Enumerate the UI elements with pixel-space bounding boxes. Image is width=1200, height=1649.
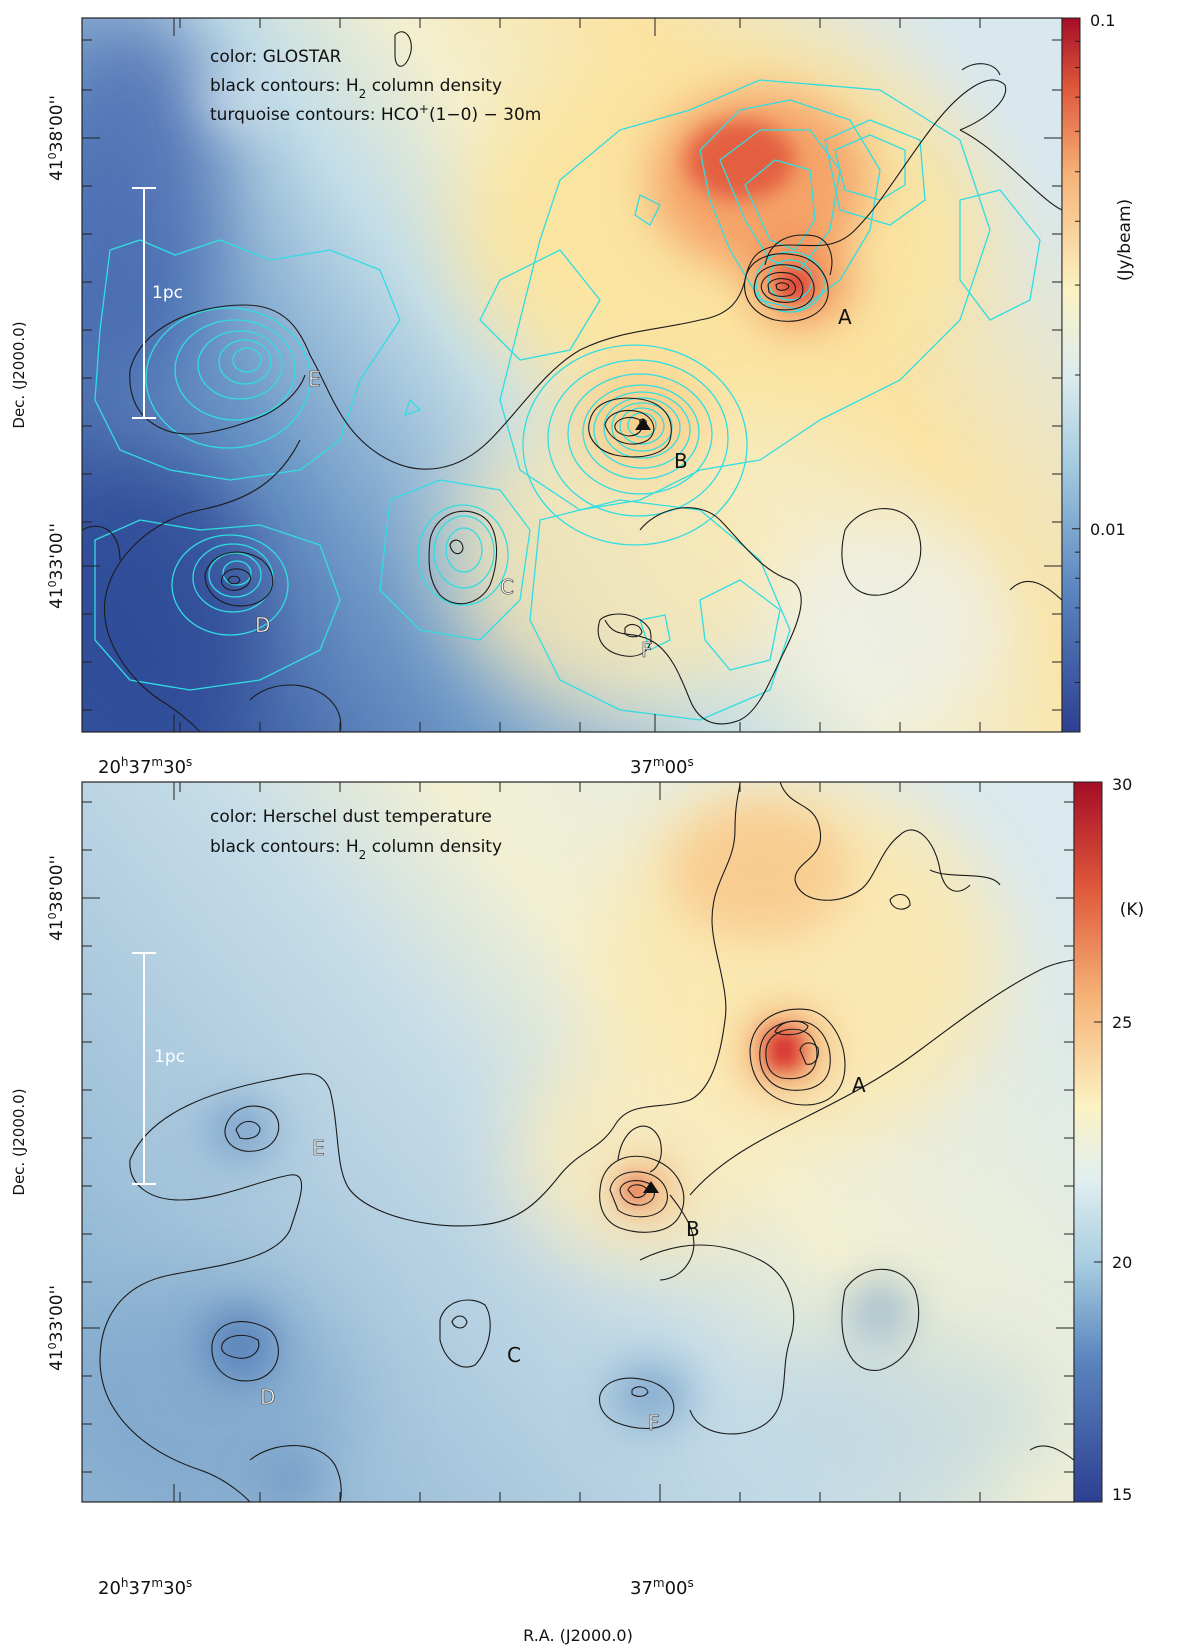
colorbar-tick-label: 15: [1112, 1485, 1132, 1504]
bottom-colorbar: [1073, 781, 1103, 1503]
top-scale-bar: [132, 187, 156, 419]
top-ylabel: Dec. (J2000.0): [10, 321, 28, 428]
top-colorbar-ticks: 0.1 0.01: [1072, 11, 1126, 684]
top-scale-bar-label: 1pc: [152, 283, 183, 303]
source-label-d: D: [260, 1385, 275, 1409]
xtick-label: 20h37m30s: [98, 1576, 192, 1599]
xtick-label: 37m00s: [630, 1576, 694, 1599]
ytick-label: 41033'00'': [46, 1285, 68, 1371]
h2-contours-top: [82, 31, 1062, 732]
ytick-label: 41038'00'': [46, 95, 68, 181]
bottom-xtick-labels: 20h37m30s 37m00s: [98, 1576, 694, 1599]
colorbar-tick-label: 0.01: [1090, 520, 1126, 539]
top-legend: color: GLOSTAR black contours: H2 column …: [210, 47, 541, 125]
bottom-legend: color: Herschel dust temperature black co…: [210, 807, 502, 862]
source-label-c: C: [500, 575, 514, 599]
ytick-label: 41033'00'': [46, 523, 68, 609]
bottom-scale-bar-label: 1pc: [154, 1047, 185, 1067]
source-label-e: E: [312, 1136, 325, 1160]
bottom-ylabel: Dec. (J2000.0): [10, 1088, 28, 1195]
bottom-heatmap: [82, 782, 1074, 1502]
source-label-b: B: [674, 449, 688, 473]
top-xtick-labels: 20h37m30s 37m00s: [98, 755, 694, 778]
bottom-colorbar-label: (K): [1120, 900, 1144, 920]
colorbar-tick-label: 0.1: [1090, 11, 1115, 30]
xtick-label: 37m00s: [630, 755, 694, 778]
source-label-e: E: [308, 367, 321, 391]
top-colorbar-label: (Jy/beam): [1115, 199, 1135, 281]
top-axis-ticks: [82, 18, 1062, 732]
xtick-label: 20h37m30s: [98, 755, 192, 778]
bottom-colorbar-ticks: 30 25 20 15: [1094, 775, 1132, 1504]
bottom-axis-ticks: [82, 782, 1074, 1502]
bottom-xlabel: R.A. (J2000.0): [523, 1626, 633, 1645]
colorbar-tick-label: 20: [1112, 1253, 1132, 1272]
hco-contours: [94, 79, 1041, 721]
marker-triangle-top: [635, 418, 651, 430]
marker-triangle-bottom: [643, 1181, 659, 1193]
source-label-d: D: [255, 613, 270, 637]
source-label-c: C: [507, 1343, 521, 1367]
colorbar-tick-label: 30: [1112, 775, 1132, 794]
legend-line: color: GLOSTAR: [210, 47, 342, 67]
colorbar-tick-label: 25: [1112, 1013, 1132, 1032]
bottom-ytick-labels: 41038'00'' 41033'00'': [46, 855, 68, 1371]
legend-line: turquoise contours: HCO+(1−0) − 30m: [210, 102, 541, 125]
source-label-f: F: [648, 1411, 660, 1435]
bottom-source-labels: A B C D E F: [260, 1073, 866, 1435]
source-label-b: B: [686, 1217, 700, 1241]
bottom-scale-bar: [132, 952, 156, 1185]
top-heatmap: [82, 18, 1062, 732]
top-source-labels: A B C D E F: [255, 305, 852, 662]
source-label-a: A: [852, 1073, 866, 1097]
source-label-f: F: [641, 638, 653, 662]
top-panel: 0.1 0.01 (Jy/beam) Dec. (J2000.0) 41038'0…: [10, 11, 1135, 778]
legend-line: black contours: H2 column density: [210, 837, 502, 862]
source-label-a: A: [838, 305, 852, 329]
h2-contours-bottom: [99, 782, 1074, 1502]
ytick-label: 41038'00'': [46, 855, 68, 941]
legend-line: black contours: H2 column density: [210, 76, 502, 101]
top-ytick-labels: 41038'00'' 41033'00'': [46, 95, 68, 609]
legend-line: color: Herschel dust temperature: [210, 807, 492, 827]
